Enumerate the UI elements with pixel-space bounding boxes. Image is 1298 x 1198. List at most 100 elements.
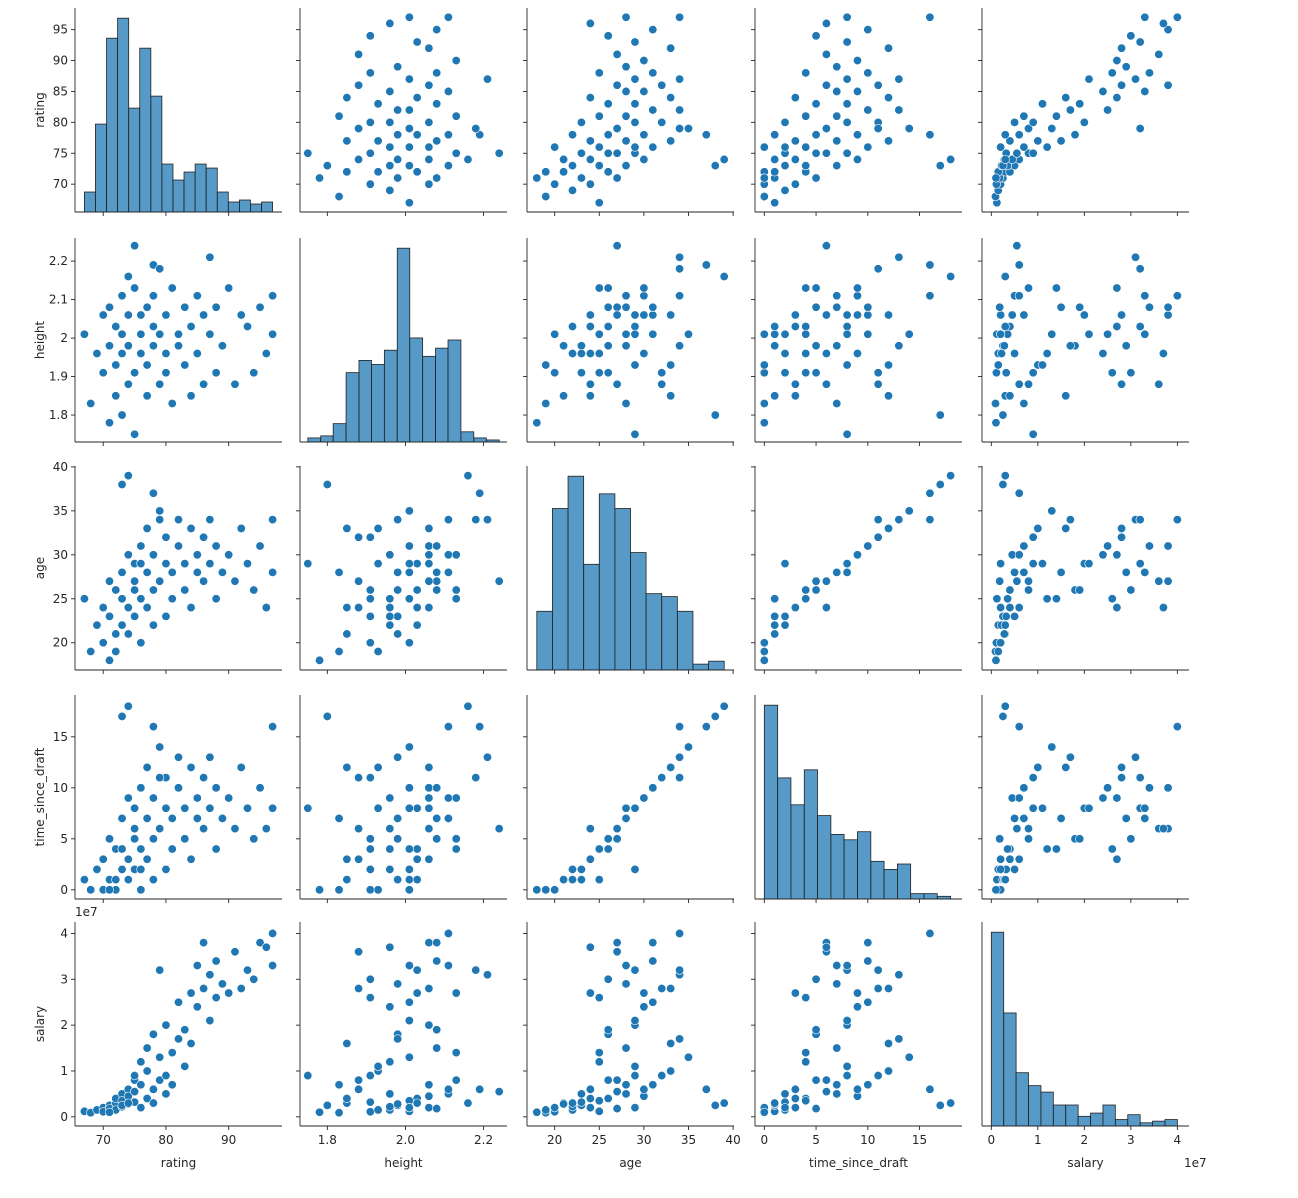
scatter-point (92, 864, 102, 874)
scatter-point (852, 283, 862, 293)
y-tick-label: 25 (53, 592, 68, 606)
scatter-point (811, 1104, 821, 1114)
scatter-point (249, 585, 259, 595)
scatter-point (935, 410, 945, 420)
scatter-point (576, 875, 586, 885)
scatter-point (801, 993, 811, 1003)
scatter-point (621, 136, 631, 146)
hist-bar (250, 203, 262, 213)
scatter-point (1117, 80, 1127, 90)
scatter-point (123, 310, 133, 320)
scatter-point (123, 341, 133, 351)
scatter-point (852, 154, 862, 164)
scatter-point (946, 471, 956, 481)
scatter-point (1075, 834, 1085, 844)
scatter-point (424, 559, 434, 569)
scatter-point (1107, 68, 1117, 78)
scatter-point (315, 173, 325, 183)
scatter-point (603, 302, 613, 312)
scatter-point (1065, 752, 1075, 762)
scatter-point (365, 844, 375, 854)
scatter-point (199, 983, 209, 993)
scatter-point (217, 341, 227, 351)
scatter-point (211, 956, 221, 966)
scatter-point (884, 391, 894, 401)
hist-bar (1003, 1012, 1017, 1127)
scatter-point (385, 550, 395, 560)
scatter-point (884, 93, 894, 103)
scatter-point (1117, 523, 1127, 533)
scatter-point (205, 803, 215, 813)
scatter-point (148, 722, 158, 732)
scatter-point (648, 302, 658, 312)
scatter-point (1014, 260, 1024, 270)
scatter-point (412, 620, 422, 630)
scatter-point (585, 379, 595, 389)
scatter-point (354, 983, 364, 993)
scatter-point (494, 1087, 504, 1097)
scatter-point (424, 824, 434, 834)
scatter-point (790, 988, 800, 998)
scatter-point (1103, 329, 1113, 339)
scatter-point (639, 56, 649, 66)
scatter-point (995, 302, 1005, 312)
scatter-point (354, 824, 364, 834)
scatter-point (1112, 283, 1122, 293)
scatter-point (1144, 783, 1154, 793)
hist-bar (843, 839, 858, 900)
scatter-point (996, 854, 1006, 864)
scatter-point (1028, 773, 1038, 783)
scatter-point (432, 25, 442, 35)
scatter-point (105, 302, 115, 312)
scatter-point (334, 567, 344, 577)
scatter-point (991, 173, 1001, 183)
panel (296, 466, 507, 674)
scatter-point (790, 93, 800, 103)
scatter-point (1061, 93, 1071, 103)
hist-bar (447, 339, 462, 443)
scatter-point (148, 291, 158, 301)
scatter-point (594, 329, 604, 339)
y-tick-label: 0 (60, 883, 68, 897)
y-axis-label: salary (33, 1006, 47, 1042)
scatter-point (1033, 523, 1043, 533)
scatter-point (255, 541, 265, 551)
scatter-point (832, 961, 842, 971)
x-offset-label: 1e7 (1184, 1156, 1207, 1170)
scatter-point (842, 559, 852, 569)
scatter-point (412, 93, 422, 103)
scatter-point (811, 173, 821, 183)
scatter-point (832, 399, 842, 409)
scatter-point (1117, 379, 1127, 389)
scatter-point (354, 603, 364, 613)
scatter-point (155, 773, 165, 783)
scatter-point (991, 655, 1001, 665)
scatter-point (585, 988, 595, 998)
scatter-point (155, 329, 165, 339)
scatter-point (424, 983, 434, 993)
scatter-point (117, 711, 127, 721)
scatter-point (894, 1034, 904, 1044)
scatter-point (541, 192, 551, 202)
scatter-point (821, 379, 831, 389)
x-axis-label: time_since_draft (809, 1156, 908, 1170)
scatter-point (482, 970, 492, 980)
scatter-point (142, 567, 152, 577)
scatter-point (925, 12, 935, 22)
scatter-point (675, 341, 685, 351)
scatter-point (935, 479, 945, 489)
scatter-point (998, 410, 1008, 420)
scatter-point (494, 576, 504, 586)
scatter-point (224, 793, 234, 803)
scatter-point (1140, 567, 1150, 577)
scatter-point (683, 742, 693, 752)
scatter-point (630, 117, 640, 127)
scatter-point (1012, 824, 1022, 834)
hist-bar (1127, 1114, 1141, 1127)
scatter-point (148, 585, 158, 595)
scatter-point (365, 993, 375, 1003)
scatter-point (155, 742, 165, 752)
scatter-point (1010, 117, 1020, 127)
scatter-point (925, 1084, 935, 1094)
